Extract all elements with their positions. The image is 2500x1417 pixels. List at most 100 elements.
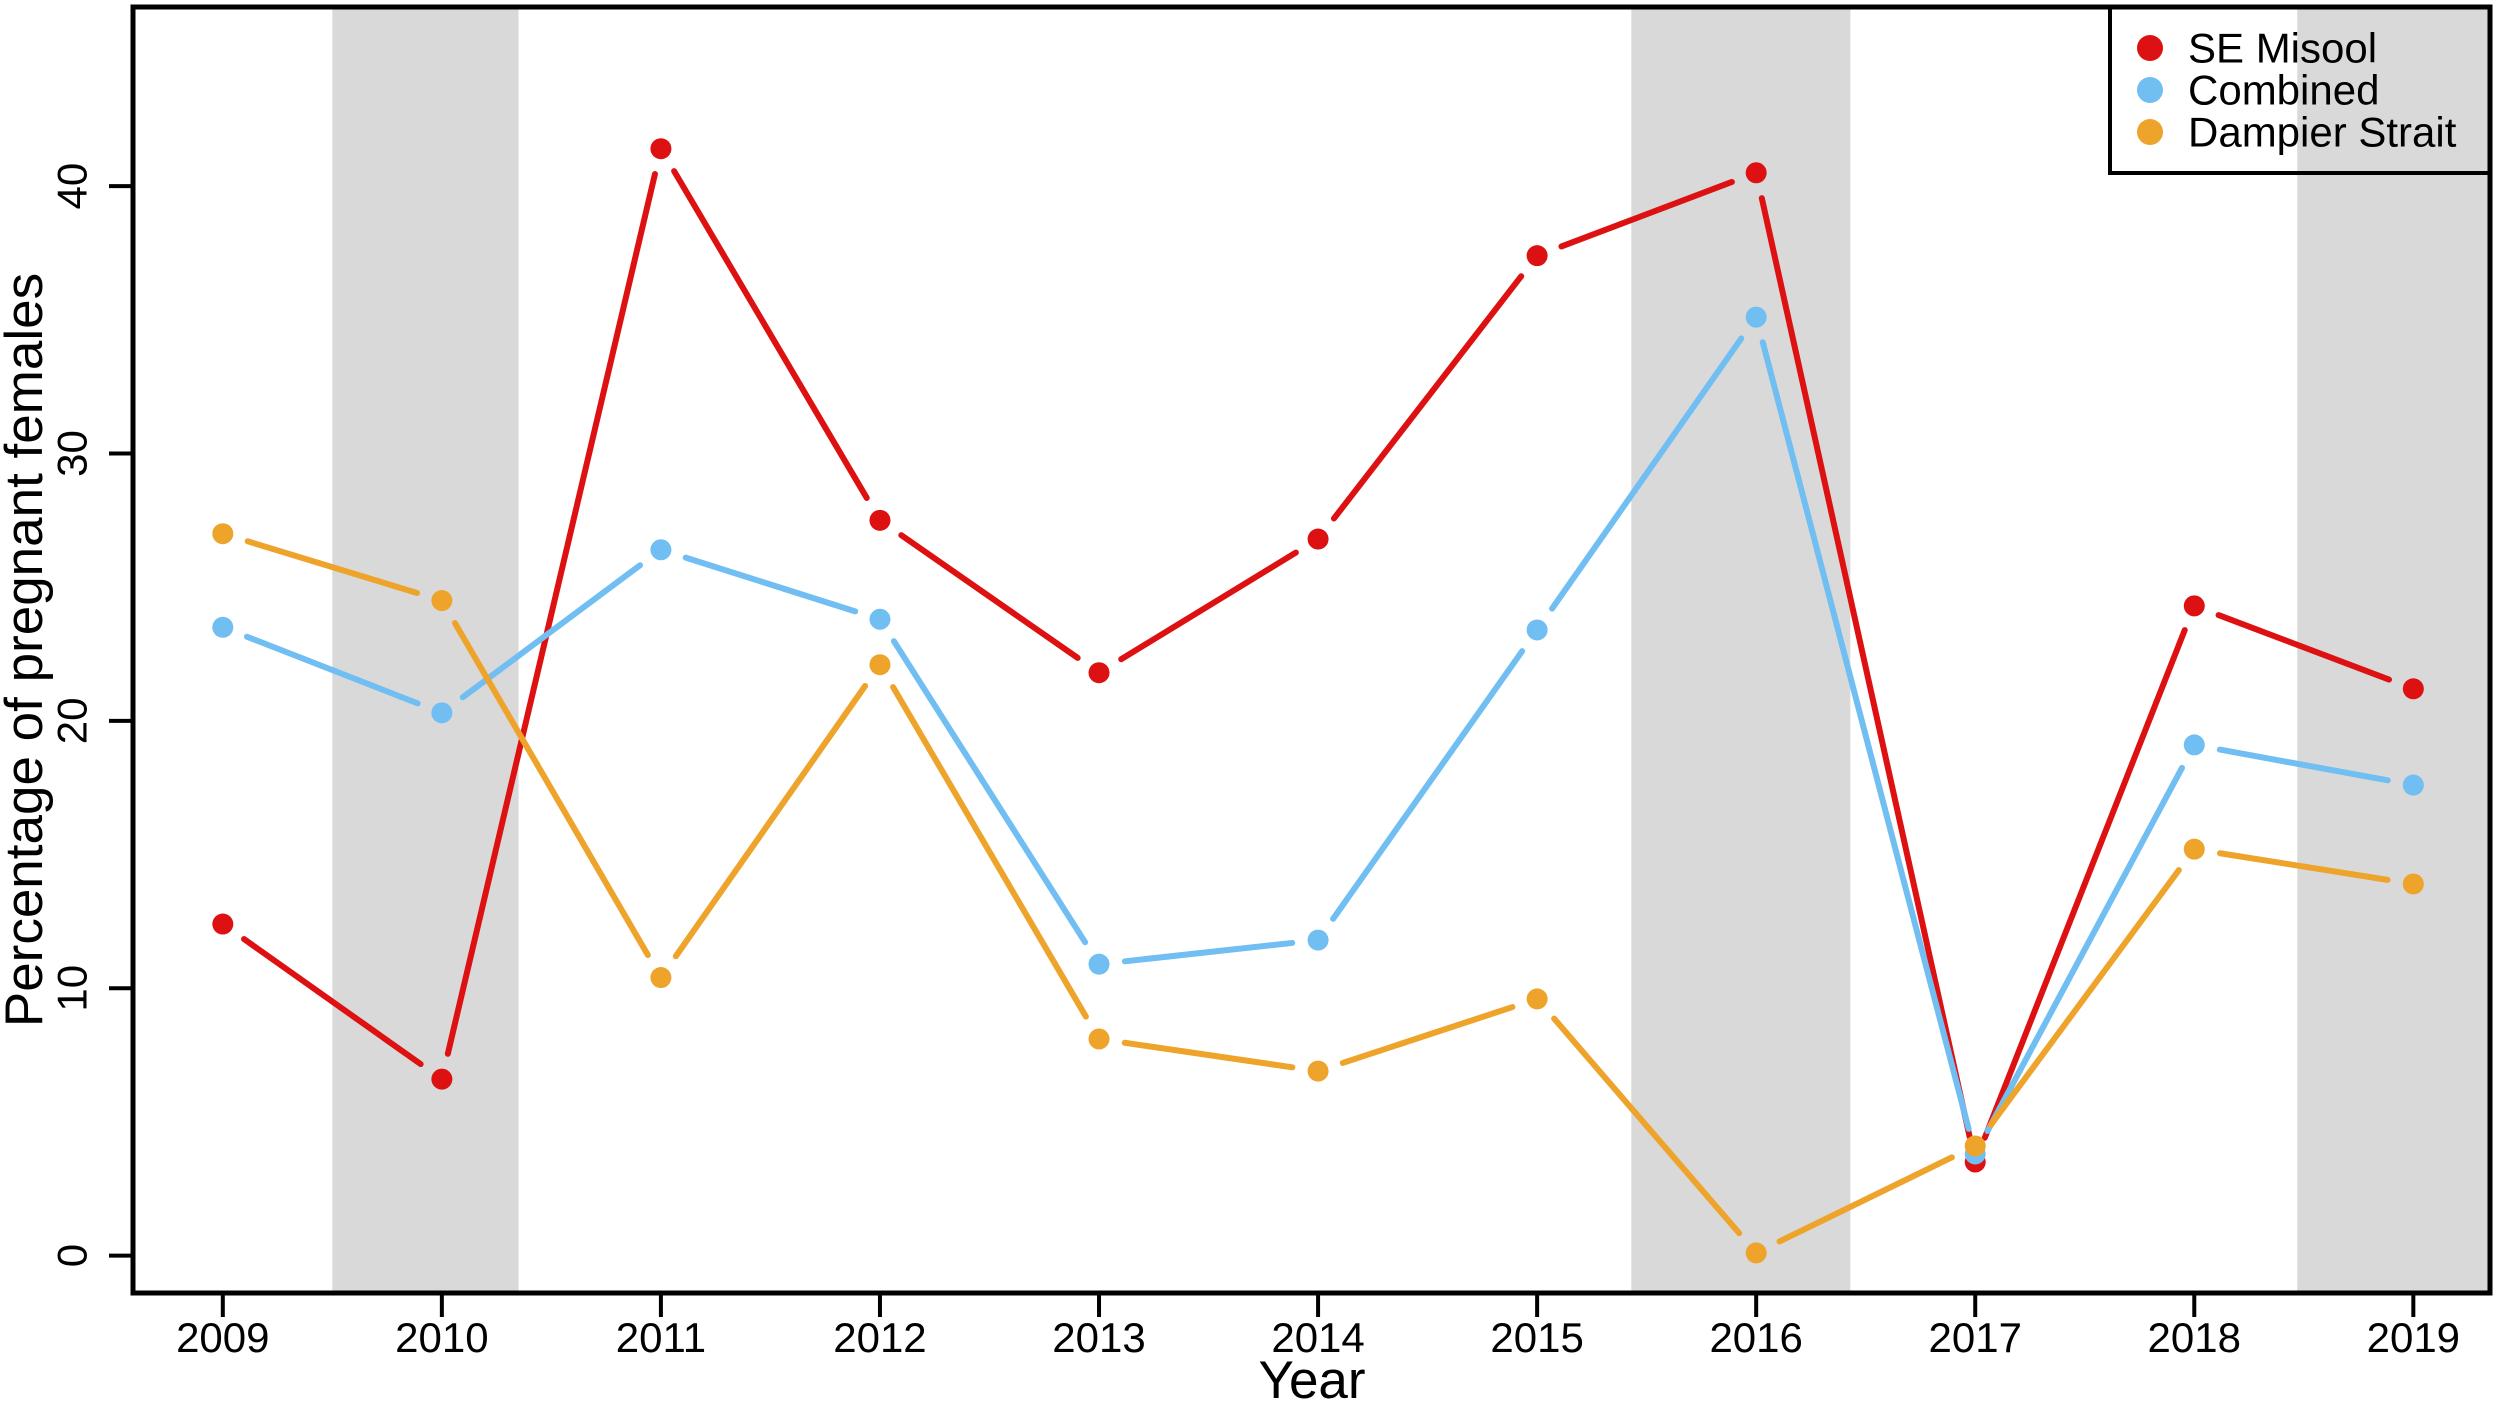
series-line-segment [890,684,1089,1020]
data-point-se-misool-2011 [650,138,672,160]
series-line-segment [1330,273,1525,522]
series-line-segment [1118,549,1299,663]
data-point-dampier-strait-2013 [1088,1028,1110,1050]
series-line-segment [244,538,420,596]
plot-border [130,4,2493,1296]
data-point-combined-2014 [1307,929,1329,951]
series-line-segment [1759,339,1972,1132]
shaded-band [1631,7,1851,1293]
data-point-combined-2012 [869,608,891,630]
y-tick-label: 10 [49,965,96,1012]
series-se-misool [212,138,2424,1173]
x-tick-label: 2016 [1709,1314,1802,1361]
data-point-se-misool-2013 [1088,662,1110,684]
series-line-segment [1549,335,1745,612]
data-point-combined-2016 [1745,306,1767,328]
data-point-dampier-strait-2015 [1526,988,1548,1010]
series-line-segment [2215,612,2393,683]
x-tick-label: 2018 [2148,1314,2241,1361]
series-line-segment [1981,627,2188,1141]
series-line-segment [459,562,644,701]
x-tick-label: 2015 [1490,1314,1583,1361]
series-line-segment [1984,764,2186,1135]
legend-item-se-misool: SE Misool [2137,25,2377,72]
series-line-segment [1987,867,2182,1129]
series-line-segment [2216,746,2391,784]
data-point-dampier-strait-2017 [1964,1135,1986,1157]
data-point-se-misool-2015 [1526,245,1548,267]
data-point-dampier-strait-2019 [2402,873,2424,895]
series-line-segment [444,171,658,1057]
x-tick-label: 2011 [616,1314,706,1361]
data-point-combined-2018 [2183,734,2205,756]
legend-swatch-combined [2137,77,2163,103]
legend-swatch-dampier-strait [2137,119,2163,145]
data-point-se-misool-2018 [2183,595,2205,617]
series-line-segment [1558,178,1735,250]
data-point-dampier-strait-2014 [1307,1060,1329,1082]
series-line-segment [451,620,651,959]
data-point-dampier-strait-2009 [212,523,234,545]
legend-label-dampier-strait: Dampier Strait [2188,109,2457,156]
series-line-segment [672,683,869,960]
series-dampier-strait [212,523,2424,1264]
shaded-bands-layer [332,7,2490,1293]
series-line-segment [890,638,1089,946]
series-combined [212,306,2424,1165]
data-point-combined-2010 [431,702,453,724]
x-tick-label: 2010 [395,1314,488,1361]
shaded-band [2297,7,2490,1293]
x-tick-label: 2012 [833,1314,926,1361]
data-point-dampier-strait-2018 [2183,838,2205,860]
data-point-combined-2019 [2402,774,2424,796]
data-point-se-misool-2009 [212,913,234,935]
data-point-se-misool-2016 [1745,162,1767,184]
y-tick-label: 0 [49,1244,96,1267]
x-tick-label: 2019 [2367,1314,2460,1361]
series-line-segment [2216,850,2391,883]
series-line-segment [1551,1015,1743,1237]
x-axis-title: Year [1258,1351,1365,1410]
data-point-combined-2015 [1526,619,1548,641]
series-line-segment [1339,1004,1516,1066]
axes-layer: 2009 2010 2011 2012 2013 2014 2015 2016 2017 2018… [49,163,2461,1361]
legend-swatch-se-misool [2137,35,2163,61]
y-tick-label: 40 [49,163,96,210]
x-tick-label: 2017 [1929,1314,2022,1361]
legend-item-combined: Combined [2137,67,2379,114]
data-point-combined-2009 [212,616,234,638]
data-point-se-misool-2014 [1307,528,1329,550]
data-point-dampier-strait-2012 [869,654,891,676]
data-point-se-misool-2010 [431,1068,453,1090]
x-tick-label: 2014 [1271,1314,1364,1361]
legend-box [2108,5,2492,175]
series-line-segment [1121,1039,1296,1071]
series-line-segment [1330,648,1526,922]
x-tick-label: 2009 [176,1314,269,1361]
series-line-segment [241,936,424,1068]
legend-label-combined: Combined [2188,67,2379,114]
series-line-segment [682,554,859,615]
x-tick-label: 2013 [1052,1314,1145,1361]
legend-item-dampier-strait: Dampier Strait [2137,109,2457,156]
series-layer [212,138,2424,1264]
legend-label-se-misool: SE Misool [2188,25,2377,72]
series-line-segment [1776,1154,1955,1245]
data-point-dampier-strait-2016 [1745,1242,1767,1264]
shaded-band [332,7,519,1293]
series-line-segment [1758,195,1973,1140]
data-point-se-misool-2019 [2402,678,2424,700]
series-line-segment [244,633,421,707]
data-point-combined-2013 [1088,953,1110,975]
data-point-se-misool-2012 [869,509,891,531]
y-tick-label: 30 [49,430,96,477]
series-line-segment [898,532,1081,661]
data-point-combined-2011 [650,539,672,561]
series-line-segment [671,168,870,501]
y-tick-label: 20 [49,697,96,744]
series-line-segment [1121,939,1296,965]
data-point-dampier-strait-2011 [650,967,672,989]
